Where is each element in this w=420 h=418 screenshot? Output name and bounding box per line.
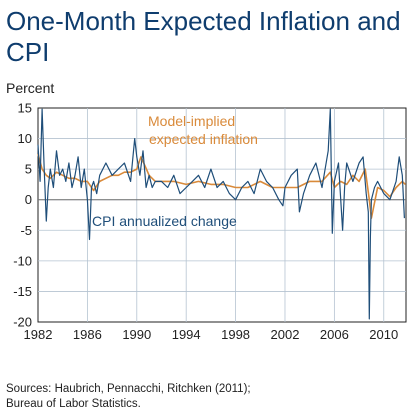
y-tick-label: -20 (13, 315, 32, 330)
grid-lines (38, 108, 406, 322)
cpi-annotation: CPI annualized change (92, 213, 237, 229)
model-annotation-line1: Model-implied (148, 113, 235, 129)
y-unit-label: Percent (6, 80, 55, 96)
source-line-2: Bureau of Labor Statistics. (6, 398, 141, 410)
y-tick-label: -5 (20, 223, 32, 238)
source-note: Sources: Haubrich, Pennacchi, Ritchken (… (6, 382, 251, 412)
y-tick-label: -10 (13, 253, 32, 268)
y-tick-label: -15 (13, 284, 32, 299)
x-tick-label: 2002 (271, 327, 300, 342)
x-tick-label: 1990 (122, 327, 151, 342)
x-tick-label: 1982 (24, 327, 53, 342)
series-layer (37, 108, 406, 320)
y-tick-labels: 15 10 5 0 -5 -10 -15 -20 (13, 101, 32, 330)
x-tick-labels: 1982 1986 1990 1994 1998 2002 2006 2010 (24, 327, 399, 342)
x-tick-label: 2006 (320, 327, 349, 342)
y-tick-label: 0 (25, 192, 32, 207)
x-tick-label: 2010 (369, 327, 398, 342)
x-tick-label: 1998 (221, 327, 250, 342)
plot-area (37, 107, 407, 323)
series-model-line (37, 153, 406, 219)
chart-title: One-Month Expected Inflation and CPI (6, 6, 401, 67)
x-tick-label: 1994 (172, 327, 201, 342)
y-tick-label: 10 (18, 131, 32, 146)
y-tick-label: 15 (18, 101, 32, 116)
source-line-1: Sources: Haubrich, Pennacchi, Ritchken (… (6, 383, 251, 395)
x-tick-label: 1986 (73, 327, 102, 342)
series-cpi-line (37, 108, 405, 320)
y-tick-label: 5 (25, 162, 32, 177)
model-annotation-line2: expected inflation (149, 131, 258, 147)
